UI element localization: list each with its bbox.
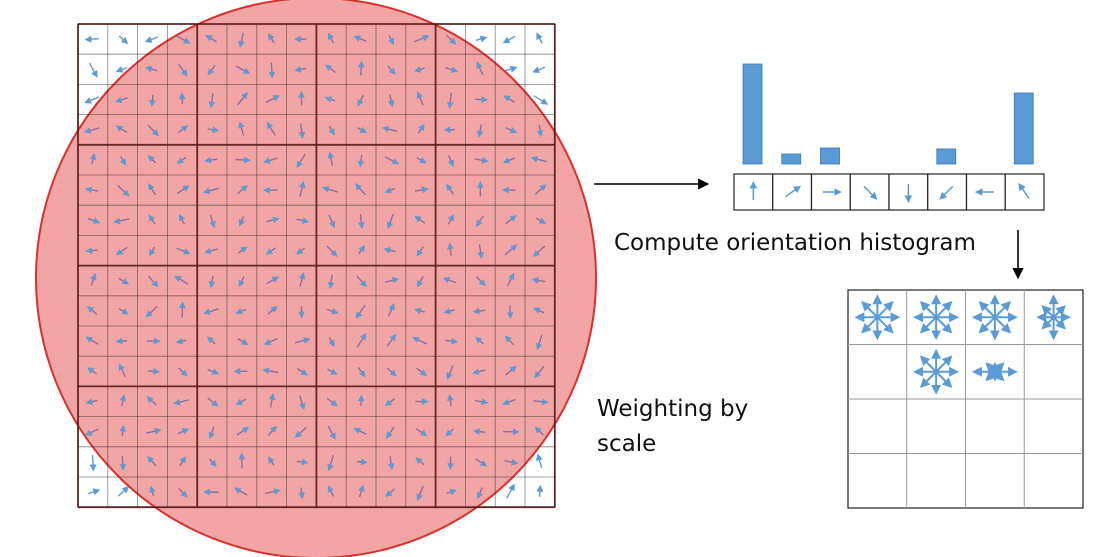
gradient-arrow	[506, 483, 515, 499]
histogram-bar	[820, 147, 840, 165]
histogram-bar	[936, 148, 957, 165]
descriptor-star	[971, 362, 1018, 382]
gradient-arrow	[84, 35, 99, 43]
histogram-caption: Compute orientation histogram	[614, 230, 976, 256]
histogram-bar	[781, 153, 802, 165]
patch-gridlines	[77, 23, 556, 509]
gradient-arrow	[505, 65, 518, 73]
histogram-bar	[1013, 92, 1034, 165]
gradient-arrow	[88, 488, 101, 496]
descriptor-star	[913, 348, 960, 395]
gradient-arrow	[84, 96, 100, 104]
bin-direction-arrow	[939, 185, 954, 200]
gradient-arrow	[118, 35, 129, 45]
gradient-arrow	[117, 486, 130, 497]
connector-arrows	[594, 178, 1024, 280]
gradient-arrow	[532, 66, 546, 74]
orientation-histogram	[733, 63, 1045, 211]
histogram-bin	[1004, 173, 1045, 211]
gradient-arrow	[89, 455, 97, 472]
descriptor-star	[1036, 294, 1071, 341]
weighting-caption: Weighting by scale	[597, 396, 749, 457]
descriptor-star	[971, 294, 1018, 341]
gradient-arrow	[115, 66, 128, 73]
gradient-arrow	[475, 35, 488, 43]
descriptor-star	[854, 294, 901, 341]
bin-direction-arrow	[1018, 182, 1030, 199]
gradient-arrow	[533, 95, 549, 105]
bin-direction-arrow	[863, 185, 878, 200]
gradient-arrow	[536, 453, 543, 468]
descriptor-grid	[847, 289, 1084, 509]
bin-direction-arrow	[785, 185, 802, 198]
gradient-arrow	[88, 62, 98, 78]
descriptor-star	[913, 294, 960, 341]
histogram-bin	[733, 173, 774, 211]
histogram-bar	[742, 63, 763, 165]
gradient-arrow	[144, 36, 158, 43]
gradient-arrow	[502, 35, 516, 44]
gradient-arrow	[536, 484, 544, 497]
gradient-arrow	[536, 32, 543, 44]
